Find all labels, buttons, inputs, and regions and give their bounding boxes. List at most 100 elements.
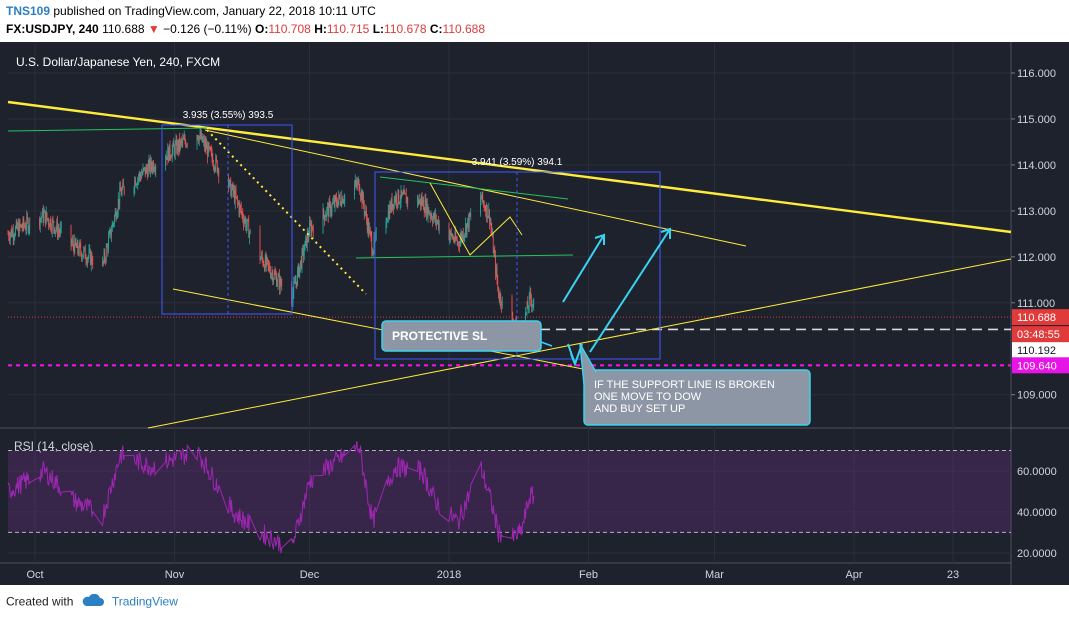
- up-arrow-1[interactable]: [562, 234, 605, 303]
- candle-body: [135, 179, 136, 186]
- candle-body: [292, 292, 294, 304]
- candle-body: [231, 188, 232, 196]
- candle-body: [134, 179, 136, 188]
- up-arrow-2[interactable]: [589, 228, 671, 353]
- candle-body: [468, 213, 470, 228]
- candle-body: [279, 275, 280, 289]
- candle-body: [401, 190, 403, 196]
- candle-body: [360, 191, 362, 197]
- close-value: 110.688: [442, 22, 486, 36]
- candle-body: [147, 169, 148, 177]
- price-chart[interactable]: 116.000 115.000 114.000 113.000 112.000 111.0…: [0, 42, 1069, 585]
- candle-body: [204, 142, 206, 148]
- candle-body: [261, 254, 263, 260]
- green-line-lower[interactable]: [355, 254, 574, 259]
- candle-body: [209, 147, 211, 149]
- dotted-downtrend-line[interactable]: [206, 129, 367, 295]
- candle-body: [303, 250, 305, 257]
- candle-body: [426, 200, 428, 217]
- candle-body: [177, 141, 179, 151]
- triangle-pattern-drawing[interactable]: [429, 182, 523, 256]
- candle-body: [102, 261, 104, 263]
- candle-body: [483, 203, 485, 209]
- price-tick-label: 115.000: [1017, 114, 1056, 126]
- candle-body: [268, 264, 270, 266]
- candle-body: [260, 258, 262, 261]
- candle-body: [141, 173, 143, 175]
- candle-body: [449, 235, 451, 240]
- candle-body: [72, 240, 74, 247]
- candle-body: [531, 299, 532, 307]
- candle-body: [306, 233, 308, 248]
- candle-body: [324, 217, 326, 221]
- candle-body: [457, 242, 459, 244]
- candle-body: [297, 270, 298, 285]
- candle-body: [249, 229, 251, 233]
- candle-body: [234, 190, 236, 203]
- price-label-box: [1012, 309, 1069, 326]
- candle-body: [366, 211, 367, 220]
- username[interactable]: TNS109: [6, 4, 51, 18]
- candle-body: [154, 169, 156, 171]
- candle-body: [501, 303, 502, 308]
- candle-body: [150, 159, 152, 167]
- close-label: C:: [429, 22, 443, 36]
- candle-body: [183, 137, 185, 140]
- candle-body: [246, 225, 247, 229]
- measure-box-1[interactable]: [161, 124, 293, 315]
- candle-body: [373, 236, 375, 251]
- rising-support-trendline[interactable]: [147, 258, 1012, 429]
- green-horizontal-top[interactable]: [7, 127, 208, 132]
- candle-body: [12, 230, 13, 237]
- time-tick-label: Mar: [705, 569, 724, 581]
- candle-body: [525, 312, 527, 314]
- candle-body: [182, 138, 184, 143]
- candle-body: [106, 245, 108, 247]
- candle-body: [304, 240, 306, 251]
- candle-body: [500, 294, 502, 304]
- candle-body: [133, 187, 135, 194]
- candle-body: [77, 241, 79, 251]
- price-tick-label: 111.000: [1017, 298, 1055, 310]
- candle-body: [123, 186, 125, 194]
- candle-body: [23, 218, 25, 226]
- candle-body: [525, 313, 526, 328]
- candle-body: [369, 228, 371, 233]
- candle-body: [10, 229, 12, 235]
- major-trendline-resistance[interactable]: [7, 100, 1012, 234]
- support-note-callout[interactable]: [583, 369, 811, 426]
- high-value: 110.715: [326, 22, 370, 36]
- candle-body: [455, 232, 457, 240]
- candle-body: [276, 275, 277, 287]
- candle-body: [7, 233, 9, 235]
- candle-body: [498, 297, 500, 301]
- candle-body: [108, 237, 109, 251]
- candle-body: [50, 219, 52, 229]
- protective-sl-callout[interactable]: [381, 320, 542, 352]
- candle-body: [174, 144, 176, 155]
- green-line-upper[interactable]: [379, 176, 569, 200]
- candle-body: [276, 283, 278, 287]
- candle-body: [200, 132, 202, 139]
- candle-body: [300, 260, 301, 267]
- trendline-lower-channel[interactable]: [172, 288, 589, 371]
- candle-body: [217, 169, 219, 173]
- candle-body: [24, 226, 26, 230]
- candle-body: [19, 221, 21, 227]
- candle-body: [74, 238, 76, 254]
- candle-body: [432, 219, 433, 223]
- candle-body: [104, 252, 106, 260]
- candle-body: [430, 215, 432, 217]
- candle-body: [305, 236, 307, 241]
- candle-body: [102, 261, 103, 265]
- tradingview-link[interactable]: TradingView: [111, 594, 178, 609]
- candle-body: [58, 230, 60, 232]
- candle-body: [436, 221, 438, 224]
- candle-body: [341, 197, 343, 206]
- candle-body: [116, 215, 118, 219]
- candle-body: [15, 221, 17, 228]
- candle-body: [92, 262, 94, 265]
- candle-body: [90, 254, 92, 265]
- candle-body: [533, 298, 535, 305]
- candle-body: [398, 190, 400, 203]
